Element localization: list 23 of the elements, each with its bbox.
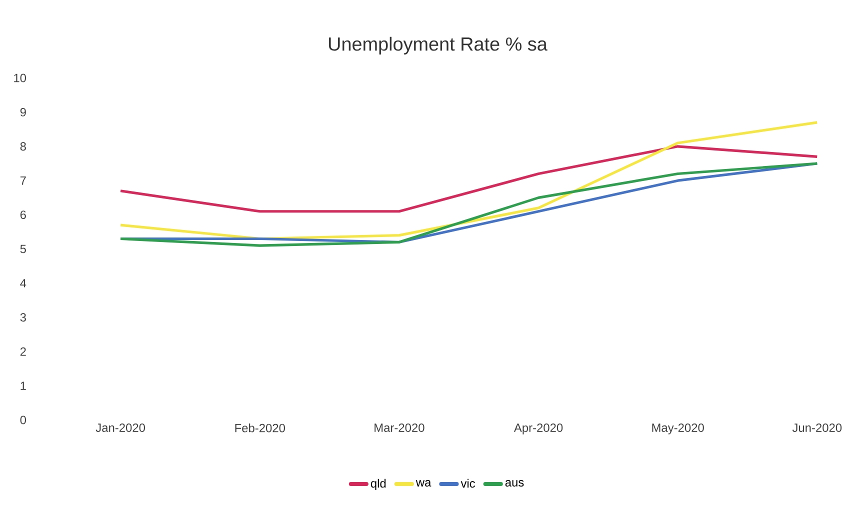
y-tick-label: 0 <box>20 416 26 424</box>
y-tick-label: 5 <box>20 244 26 254</box>
x-tick-label: Feb-2020 <box>235 424 285 432</box>
y-tick-label: 8 <box>20 142 26 151</box>
x-tick-label: Mar-2020 <box>374 424 424 432</box>
legend-label: wa <box>416 480 432 487</box>
legend-label: vic <box>460 478 476 488</box>
y-tick-label: 10 <box>14 74 26 82</box>
x-tick-label: Apr-2020 <box>514 424 563 434</box>
y-tick-label: 7 <box>20 176 26 185</box>
y-tick-label: 4 <box>20 279 26 288</box>
line-series <box>119 145 818 213</box>
y-tick-label: 6 <box>20 210 26 220</box>
legend-label: aus <box>505 480 524 487</box>
x-tick-label: Jun-2020 <box>792 424 842 432</box>
x-tick-label: Jan-2020 <box>96 424 146 432</box>
y-tick-label: 3 <box>20 313 26 322</box>
y-tick-label: 2 <box>20 347 26 356</box>
chart-title: Unemployment Rate % sa <box>329 36 548 54</box>
y-tick-label: 1 <box>20 382 26 390</box>
y-tick-label: 9 <box>20 108 26 116</box>
legend-label: qld <box>370 478 386 490</box>
x-tick-label: May-2020 <box>652 424 704 434</box>
